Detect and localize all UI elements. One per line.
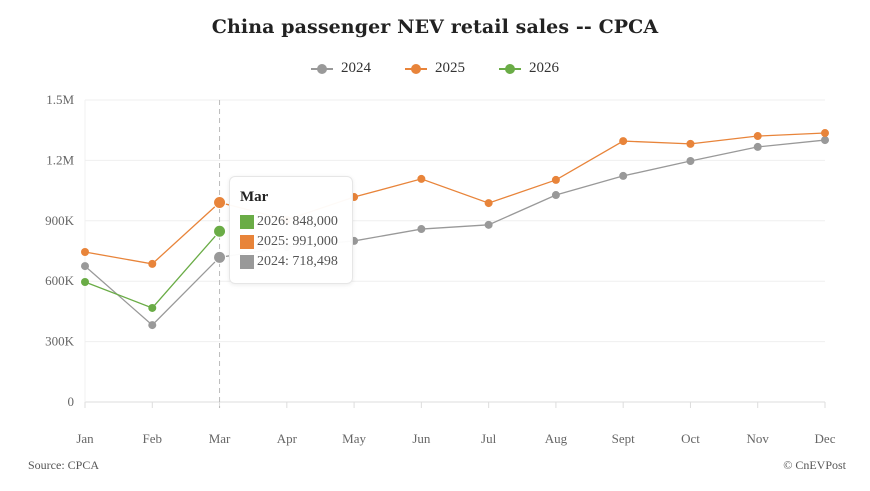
x-tick-label: Sept <box>612 431 636 446</box>
source-note: Source: CPCA <box>28 458 100 472</box>
data-point-2025[interactable] <box>81 248 89 257</box>
tooltip-value: 2024: 718,498 <box>257 254 338 269</box>
legend-item-2025[interactable]: 2025 <box>405 60 465 77</box>
y-tick-label: 300K <box>45 334 75 349</box>
tooltip-swatch-icon <box>240 235 254 249</box>
tooltip-row-2025: 2025: 991,000 <box>240 232 342 252</box>
data-point-2025[interactable] <box>619 137 628 146</box>
legend-line-marker-icon <box>311 63 333 74</box>
x-tick-label: Feb <box>143 431 163 446</box>
data-point-2025[interactable] <box>417 174 426 183</box>
data-point-2026[interactable] <box>213 224 227 238</box>
data-point-2024[interactable] <box>213 250 227 264</box>
x-tick-label: Mar <box>209 431 231 446</box>
legend-label: 2025 <box>435 60 465 76</box>
tooltip-value: 2026: 848,000 <box>257 214 338 229</box>
tooltip-value: 2025: 991,000 <box>257 234 338 249</box>
credit-note: © CnEVPost <box>783 458 846 472</box>
data-point-2025[interactable] <box>213 195 227 209</box>
data-point-2026[interactable] <box>81 278 89 287</box>
series-line-2025[interactable] <box>84 132 826 265</box>
data-point-2025[interactable] <box>753 132 762 141</box>
legend-label: 2026 <box>529 60 559 76</box>
data-point-2024[interactable] <box>417 225 426 234</box>
y-tick-label: 600K <box>45 273 75 288</box>
data-point-2025[interactable] <box>686 139 695 148</box>
x-tick-label: Oct <box>681 431 700 446</box>
legend-item-2024[interactable]: 2024 <box>311 60 371 77</box>
y-tick-label: 0 <box>68 394 75 409</box>
x-tick-label: Nov <box>747 431 770 446</box>
data-point-2024[interactable] <box>686 157 695 166</box>
tooltip-swatch-icon <box>240 215 254 229</box>
y-tick-label: 1.5M <box>46 92 74 107</box>
series-line-2024[interactable] <box>84 139 826 326</box>
data-point-2025[interactable] <box>821 129 829 138</box>
legend-label: 2024 <box>341 60 371 76</box>
tooltip-swatch-icon <box>240 255 254 269</box>
x-tick-label: Apr <box>277 431 298 446</box>
legend-item-2026[interactable]: 2026 <box>499 60 559 77</box>
x-tick-label: May <box>342 431 366 446</box>
tooltip-title: Mar <box>240 189 269 205</box>
data-point-2025[interactable] <box>484 199 493 208</box>
chart-legend: 2024 2025 2026 <box>0 60 870 77</box>
data-point-2024[interactable] <box>821 136 829 145</box>
legend-line-marker-icon <box>405 63 427 74</box>
data-point-2025[interactable] <box>148 259 157 268</box>
data-point-2024[interactable] <box>619 171 628 180</box>
y-tick-label: 900K <box>45 213 75 228</box>
legend-line-marker-icon <box>499 63 521 74</box>
x-tick-label: Dec <box>815 431 836 446</box>
x-tick-label: Jul <box>481 431 497 446</box>
data-point-2026[interactable] <box>148 303 157 312</box>
data-point-2024[interactable] <box>484 220 493 229</box>
x-tick-label: Jan <box>76 431 94 446</box>
data-point-2024[interactable] <box>81 262 89 271</box>
data-point-2024[interactable] <box>753 142 762 151</box>
x-tick-label: Jun <box>412 431 431 446</box>
x-tick-label: Aug <box>545 431 568 446</box>
hover-tooltip: Mar 2026: 848,000 2025: 991,000 2024: 71… <box>229 176 353 284</box>
series-line-2026[interactable] <box>84 230 221 309</box>
data-point-2024[interactable] <box>551 191 560 200</box>
y-tick-label: 1.2M <box>46 152 74 167</box>
data-point-2025[interactable] <box>551 175 560 184</box>
tooltip-row-2024: 2024: 718,498 <box>240 252 342 272</box>
chart-title: China passenger NEV retail sales -- CPCA <box>211 16 659 38</box>
tooltip-row-2026: 2026: 848,000 <box>240 212 342 232</box>
data-point-2024[interactable] <box>148 321 157 330</box>
